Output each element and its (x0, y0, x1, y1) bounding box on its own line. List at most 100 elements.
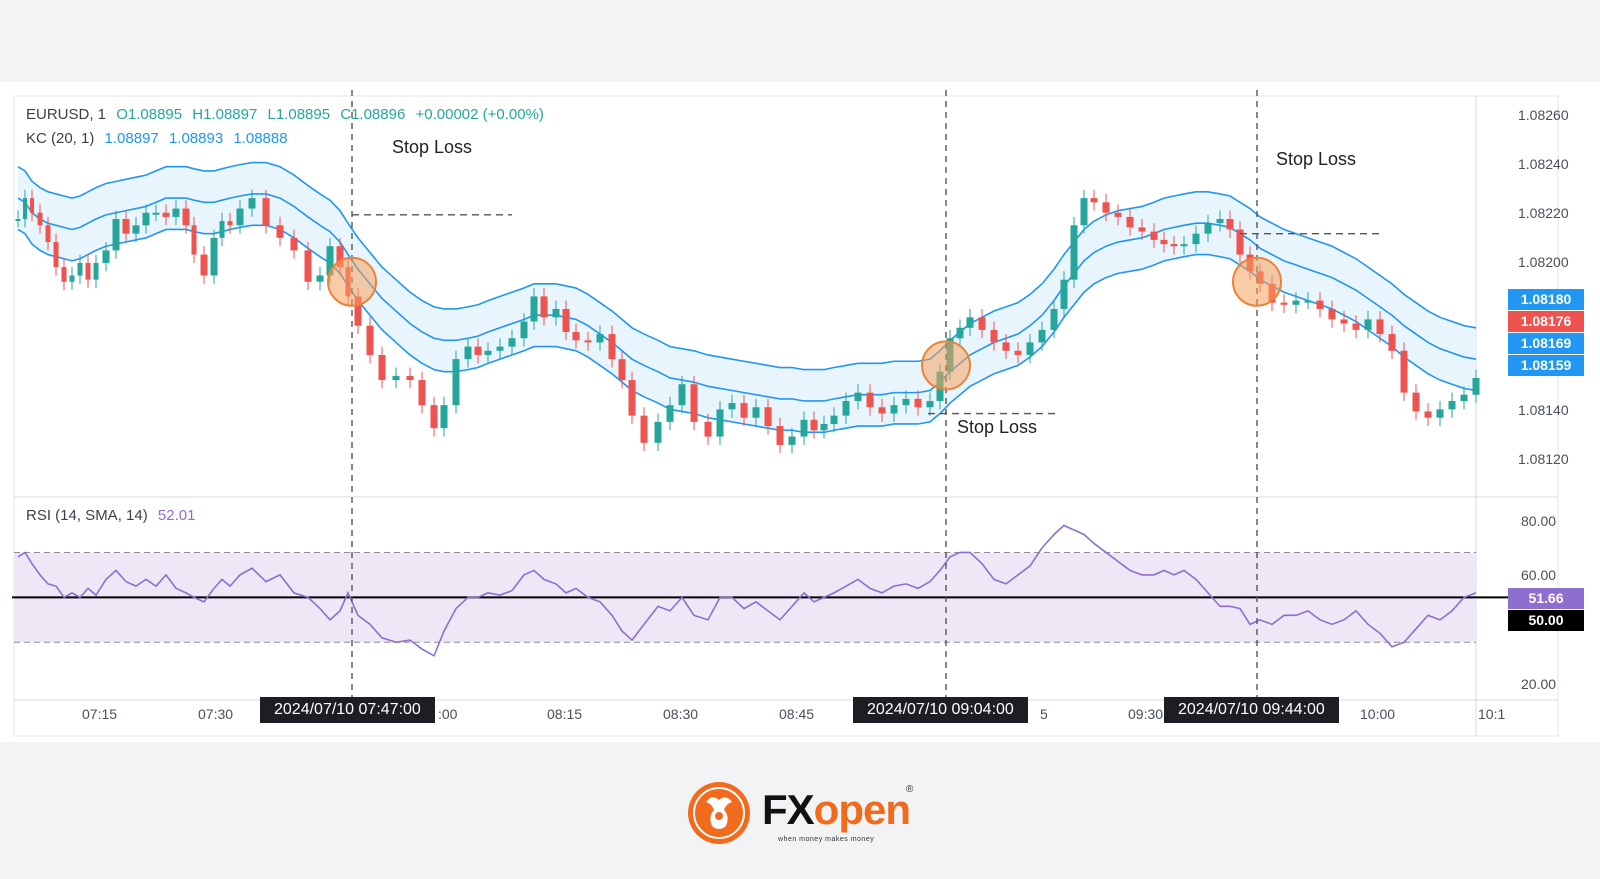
candle-body (172, 208, 180, 217)
stop-loss-label-1: Stop Loss (392, 137, 473, 157)
brand-logo: FXopen ® when money makes money (686, 778, 926, 848)
candle-body (23, 198, 27, 220)
kc-upper-value: 1.08897 (104, 130, 159, 147)
candle-body (1126, 216, 1134, 228)
price-chart[interactable] (0, 0, 1600, 742)
candle-body (1192, 233, 1200, 245)
brand-open: open (813, 786, 911, 833)
candle-body (1226, 219, 1234, 230)
candle-body (152, 212, 160, 215)
candle-body (37, 212, 43, 226)
crosshair-date-3: 2024/07/10 09:44:00 (1164, 697, 1339, 723)
candle-body (990, 329, 998, 343)
candle-body (304, 250, 312, 282)
candle-body (336, 246, 344, 268)
candle-body (690, 384, 698, 422)
candle-body (30, 198, 34, 213)
kc-lower-value: 1.08888 (233, 130, 288, 147)
kc-legend: KC (20, 1) 1.08897 1.08893 1.08888 (26, 130, 294, 147)
candle-body (854, 392, 862, 401)
candle-body (191, 225, 197, 255)
trade-marks (327, 90, 1380, 700)
entry-highlight-circle (1232, 256, 1282, 307)
candle-body (540, 296, 548, 318)
candle-body (1070, 225, 1078, 280)
price-tick: 1.08240 (1518, 156, 1569, 172)
candle-body (210, 237, 218, 276)
candle-body (1292, 300, 1300, 305)
candle-body (464, 346, 472, 360)
brand-wordmark: FXopen (762, 786, 911, 834)
candle-body (866, 392, 874, 408)
candle-body (1352, 323, 1360, 330)
rsi-tick: 60.00 (1521, 567, 1557, 583)
candle-body (678, 384, 686, 406)
candle-body (752, 407, 760, 418)
price-tick: 1.08220 (1518, 205, 1569, 221)
candle-body (162, 212, 170, 217)
candle-body (316, 275, 324, 282)
candle-body (704, 421, 712, 437)
candle-body (1038, 329, 1046, 343)
time-tick: 08:30 (663, 706, 699, 722)
time-tick: 07:15 (82, 706, 118, 722)
candle-body (788, 436, 796, 445)
candle-body (440, 405, 448, 429)
candle-body (227, 221, 233, 226)
candle-body (764, 407, 772, 427)
kc-upper-line (17, 161, 1477, 371)
candle-body (572, 331, 580, 341)
candle-body (1160, 239, 1168, 245)
change-value: +0.00002 (+0.00%) (415, 106, 544, 123)
candle-body (15, 219, 21, 222)
candle-body (142, 212, 150, 226)
candle-body (1204, 223, 1212, 234)
candle-body (1388, 334, 1396, 351)
candle-body (1050, 308, 1058, 330)
candle-body (1102, 202, 1110, 213)
rsi-legend: RSI (14, SMA, 14) 52.01 (26, 507, 201, 524)
candle-body (1280, 302, 1288, 305)
candle-body (890, 405, 898, 414)
candle-body (93, 262, 99, 280)
bull-emblem-icon (688, 782, 750, 844)
candle-body (1316, 300, 1324, 309)
open-value: O1.08895 (116, 106, 183, 123)
candle-body (1448, 400, 1456, 410)
time-tick: 10:00 (1360, 706, 1396, 722)
candle-body (1180, 244, 1188, 247)
candle-body (728, 403, 736, 410)
candle-body (776, 426, 784, 445)
candle-body (640, 415, 648, 443)
rsi-label: RSI (14, SMA, 14) (26, 507, 148, 524)
low-value: L1.08895 (267, 106, 331, 123)
time-tick: 07:30 (198, 706, 234, 722)
candle-body (914, 398, 922, 408)
candle-body (406, 375, 414, 381)
candle-body (122, 219, 130, 234)
candle-body (552, 308, 560, 318)
candle-body (1328, 308, 1336, 320)
candle-body (530, 296, 538, 322)
candle-body (430, 405, 438, 429)
candle-body (618, 359, 626, 381)
footer (0, 742, 1600, 879)
candle-body (1340, 319, 1348, 324)
candle-body (508, 338, 516, 347)
candle-body (378, 354, 386, 381)
time-tick: 10:1 (1478, 706, 1506, 722)
price-badge-last: 1.08176 (1508, 311, 1584, 332)
candle-body (628, 380, 636, 416)
price-badge-kc-lower: 1.08159 (1508, 355, 1584, 376)
candle-body (1236, 229, 1244, 255)
candle-body (978, 317, 986, 330)
candle-body (1138, 227, 1146, 232)
candle-body (716, 409, 724, 437)
candle-body (354, 296, 362, 326)
candle-body (1304, 300, 1312, 303)
candle-body (452, 359, 460, 406)
candle-body (1376, 319, 1384, 335)
candle-body (45, 225, 51, 243)
candle-body (1170, 244, 1178, 247)
stop-loss-label-3: Stop Loss (1276, 149, 1357, 169)
